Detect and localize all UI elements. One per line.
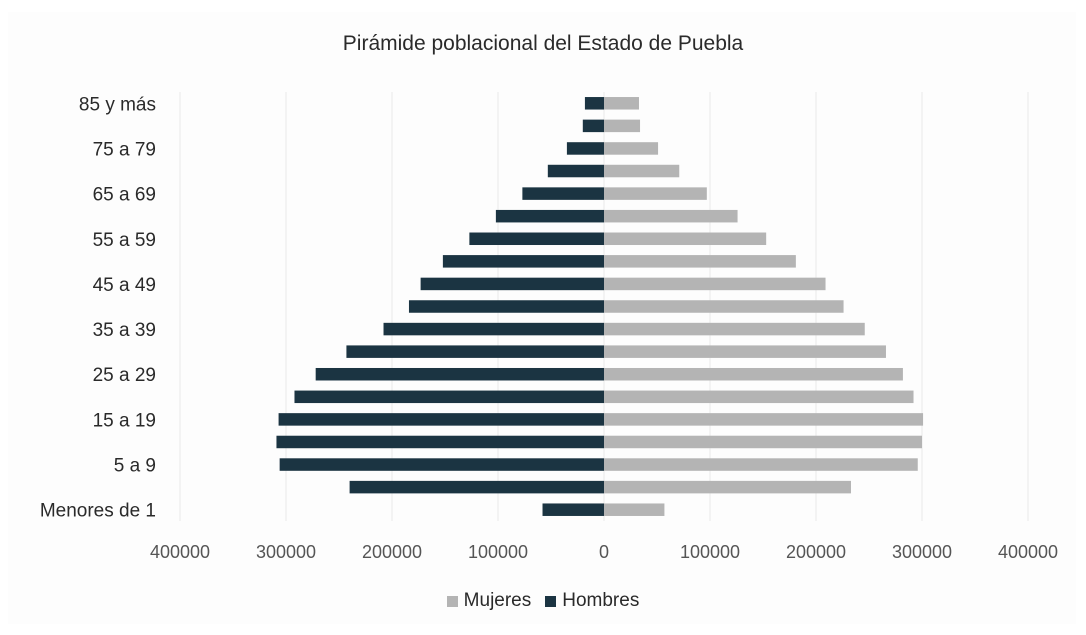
x-tick-label: 200000 — [786, 542, 846, 562]
bar-mujeres — [604, 97, 639, 110]
bar-hombres — [276, 435, 604, 449]
bar-hombres — [315, 367, 604, 381]
y-tick-label: 25 a 29 — [93, 365, 156, 386]
bar-mujeres — [604, 345, 886, 358]
x-tick-label: 400000 — [998, 542, 1058, 562]
chart-title: Pirámide poblacional del Estado de Puebl… — [342, 32, 744, 55]
bar-mujeres — [604, 413, 924, 426]
bar-mujeres — [604, 232, 767, 246]
bar-hombres — [346, 345, 604, 358]
bar-hombres — [584, 97, 604, 110]
bar-mujeres — [604, 367, 903, 381]
x-tick-label: 100000 — [680, 542, 740, 562]
x-tick-label: 300000 — [256, 542, 316, 562]
bar-mujeres — [604, 209, 738, 223]
bar-hombres — [542, 503, 604, 516]
bar-hombres — [442, 255, 604, 268]
legend-item-hombres: Hombres — [545, 590, 639, 612]
bar-mujeres — [604, 322, 865, 336]
bar-hombres — [522, 187, 604, 200]
bar-mujeres — [604, 480, 851, 494]
bar-mujeres — [604, 277, 826, 291]
bar-mujeres — [604, 435, 922, 449]
bar-mujeres — [604, 255, 796, 268]
bar-mujeres — [604, 164, 680, 178]
bar-hombres — [383, 322, 604, 336]
bar-hombres — [408, 300, 604, 313]
y-tick-label: 65 a 69 — [93, 185, 156, 206]
bar-mujeres — [604, 458, 918, 471]
bar-hombres — [420, 277, 604, 291]
y-tick-label: 45 a 49 — [93, 275, 156, 296]
bar-hombres — [566, 142, 604, 155]
y-tick-label: 55 a 59 — [93, 230, 156, 251]
y-tick-label: 15 a 19 — [93, 410, 156, 431]
y-tick-label: 75 a 79 — [93, 139, 156, 160]
y-tick-label: Menores de 1 — [40, 501, 156, 522]
bar-hombres — [582, 119, 604, 133]
bar-hombres — [279, 458, 604, 471]
legend-swatch-mujeres — [446, 595, 458, 607]
x-tick-label: 0 — [599, 542, 609, 562]
chart-legend: Mujeres Hombres — [0, 590, 1086, 612]
bar-mujeres — [604, 142, 659, 155]
bar-hombres — [469, 232, 604, 246]
legend-label-hombres: Hombres — [562, 590, 640, 611]
x-tick-label: 200000 — [362, 542, 422, 562]
bar-hombres — [278, 413, 604, 426]
y-tick-label: 5 a 9 — [114, 456, 156, 477]
bar-mujeres — [604, 503, 665, 516]
bar-hombres — [349, 480, 604, 494]
bar-mujeres — [604, 187, 707, 200]
bar-mujeres — [604, 300, 844, 313]
x-tick-label: 100000 — [468, 542, 528, 562]
bar-hombres — [547, 164, 604, 178]
x-tick-label: 400000 — [150, 542, 210, 562]
y-tick-label: 85 y más — [79, 94, 156, 115]
bar-mujeres — [604, 119, 641, 133]
bar-hombres — [294, 390, 604, 404]
chart-frame — [8, 12, 1076, 624]
bar-mujeres — [604, 390, 914, 404]
x-tick-label: 300000 — [892, 542, 952, 562]
legend-item-mujeres: Mujeres — [446, 590, 532, 612]
bar-hombres — [495, 209, 604, 223]
y-tick-label: 35 a 39 — [93, 320, 156, 341]
legend-swatch-hombres — [545, 595, 557, 607]
legend-label-mujeres: Mujeres — [463, 590, 532, 611]
